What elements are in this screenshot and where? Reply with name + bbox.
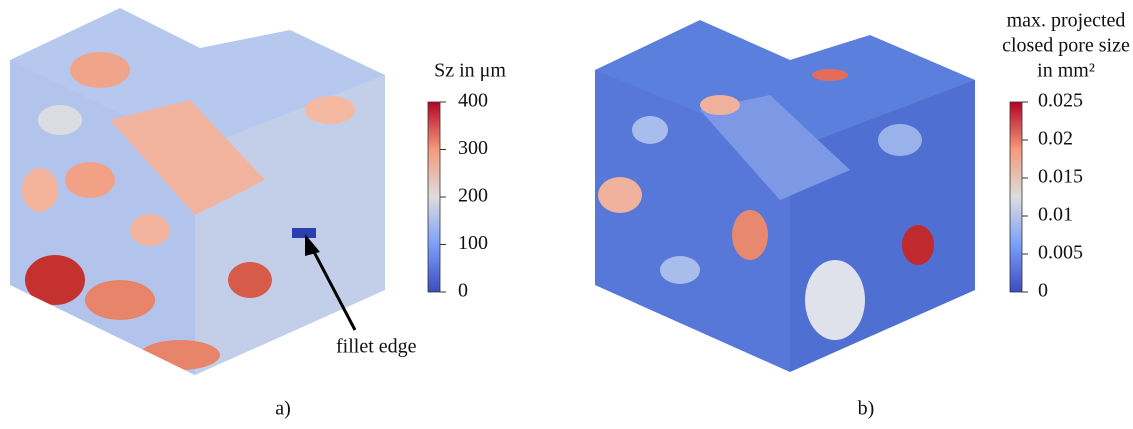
colorbar-tick-label: 0.02 [1038, 128, 1073, 150]
colorbar-tick-label: 100 [458, 232, 488, 254]
colorbar-tick-label: 0.025 [1038, 90, 1083, 112]
caption: a) [275, 398, 291, 420]
figure: fillet edge a) b) Sz in μm 0 100 200 300 400 m… [0, 0, 1133, 424]
caption: b) [858, 398, 875, 420]
colorbar-title: Sz in μm [434, 60, 506, 82]
colorbar-tick-label: 200 [458, 185, 488, 207]
colorbar-tick-label: 300 [458, 137, 488, 159]
colorbar-tick-label: 0.015 [1038, 166, 1083, 188]
colorbar-tick-label: 0.005 [1038, 242, 1083, 264]
annotation: fillet edge [336, 336, 417, 358]
colorbar-tick-label: 0 [458, 280, 468, 302]
colorbar-title: closed pore size [1002, 35, 1130, 57]
colorbar-tick-label: 0.01 [1038, 204, 1073, 226]
colorbar-title: in mm² [1037, 60, 1095, 82]
colorbar [1010, 102, 1022, 292]
colorbar-tick-label: 0 [1038, 280, 1048, 302]
colorbar [428, 102, 440, 292]
colorbar-tick-label: 400 [458, 90, 488, 112]
render-b [580, 0, 1000, 400]
colorbar-title: max. projected [1007, 10, 1126, 32]
